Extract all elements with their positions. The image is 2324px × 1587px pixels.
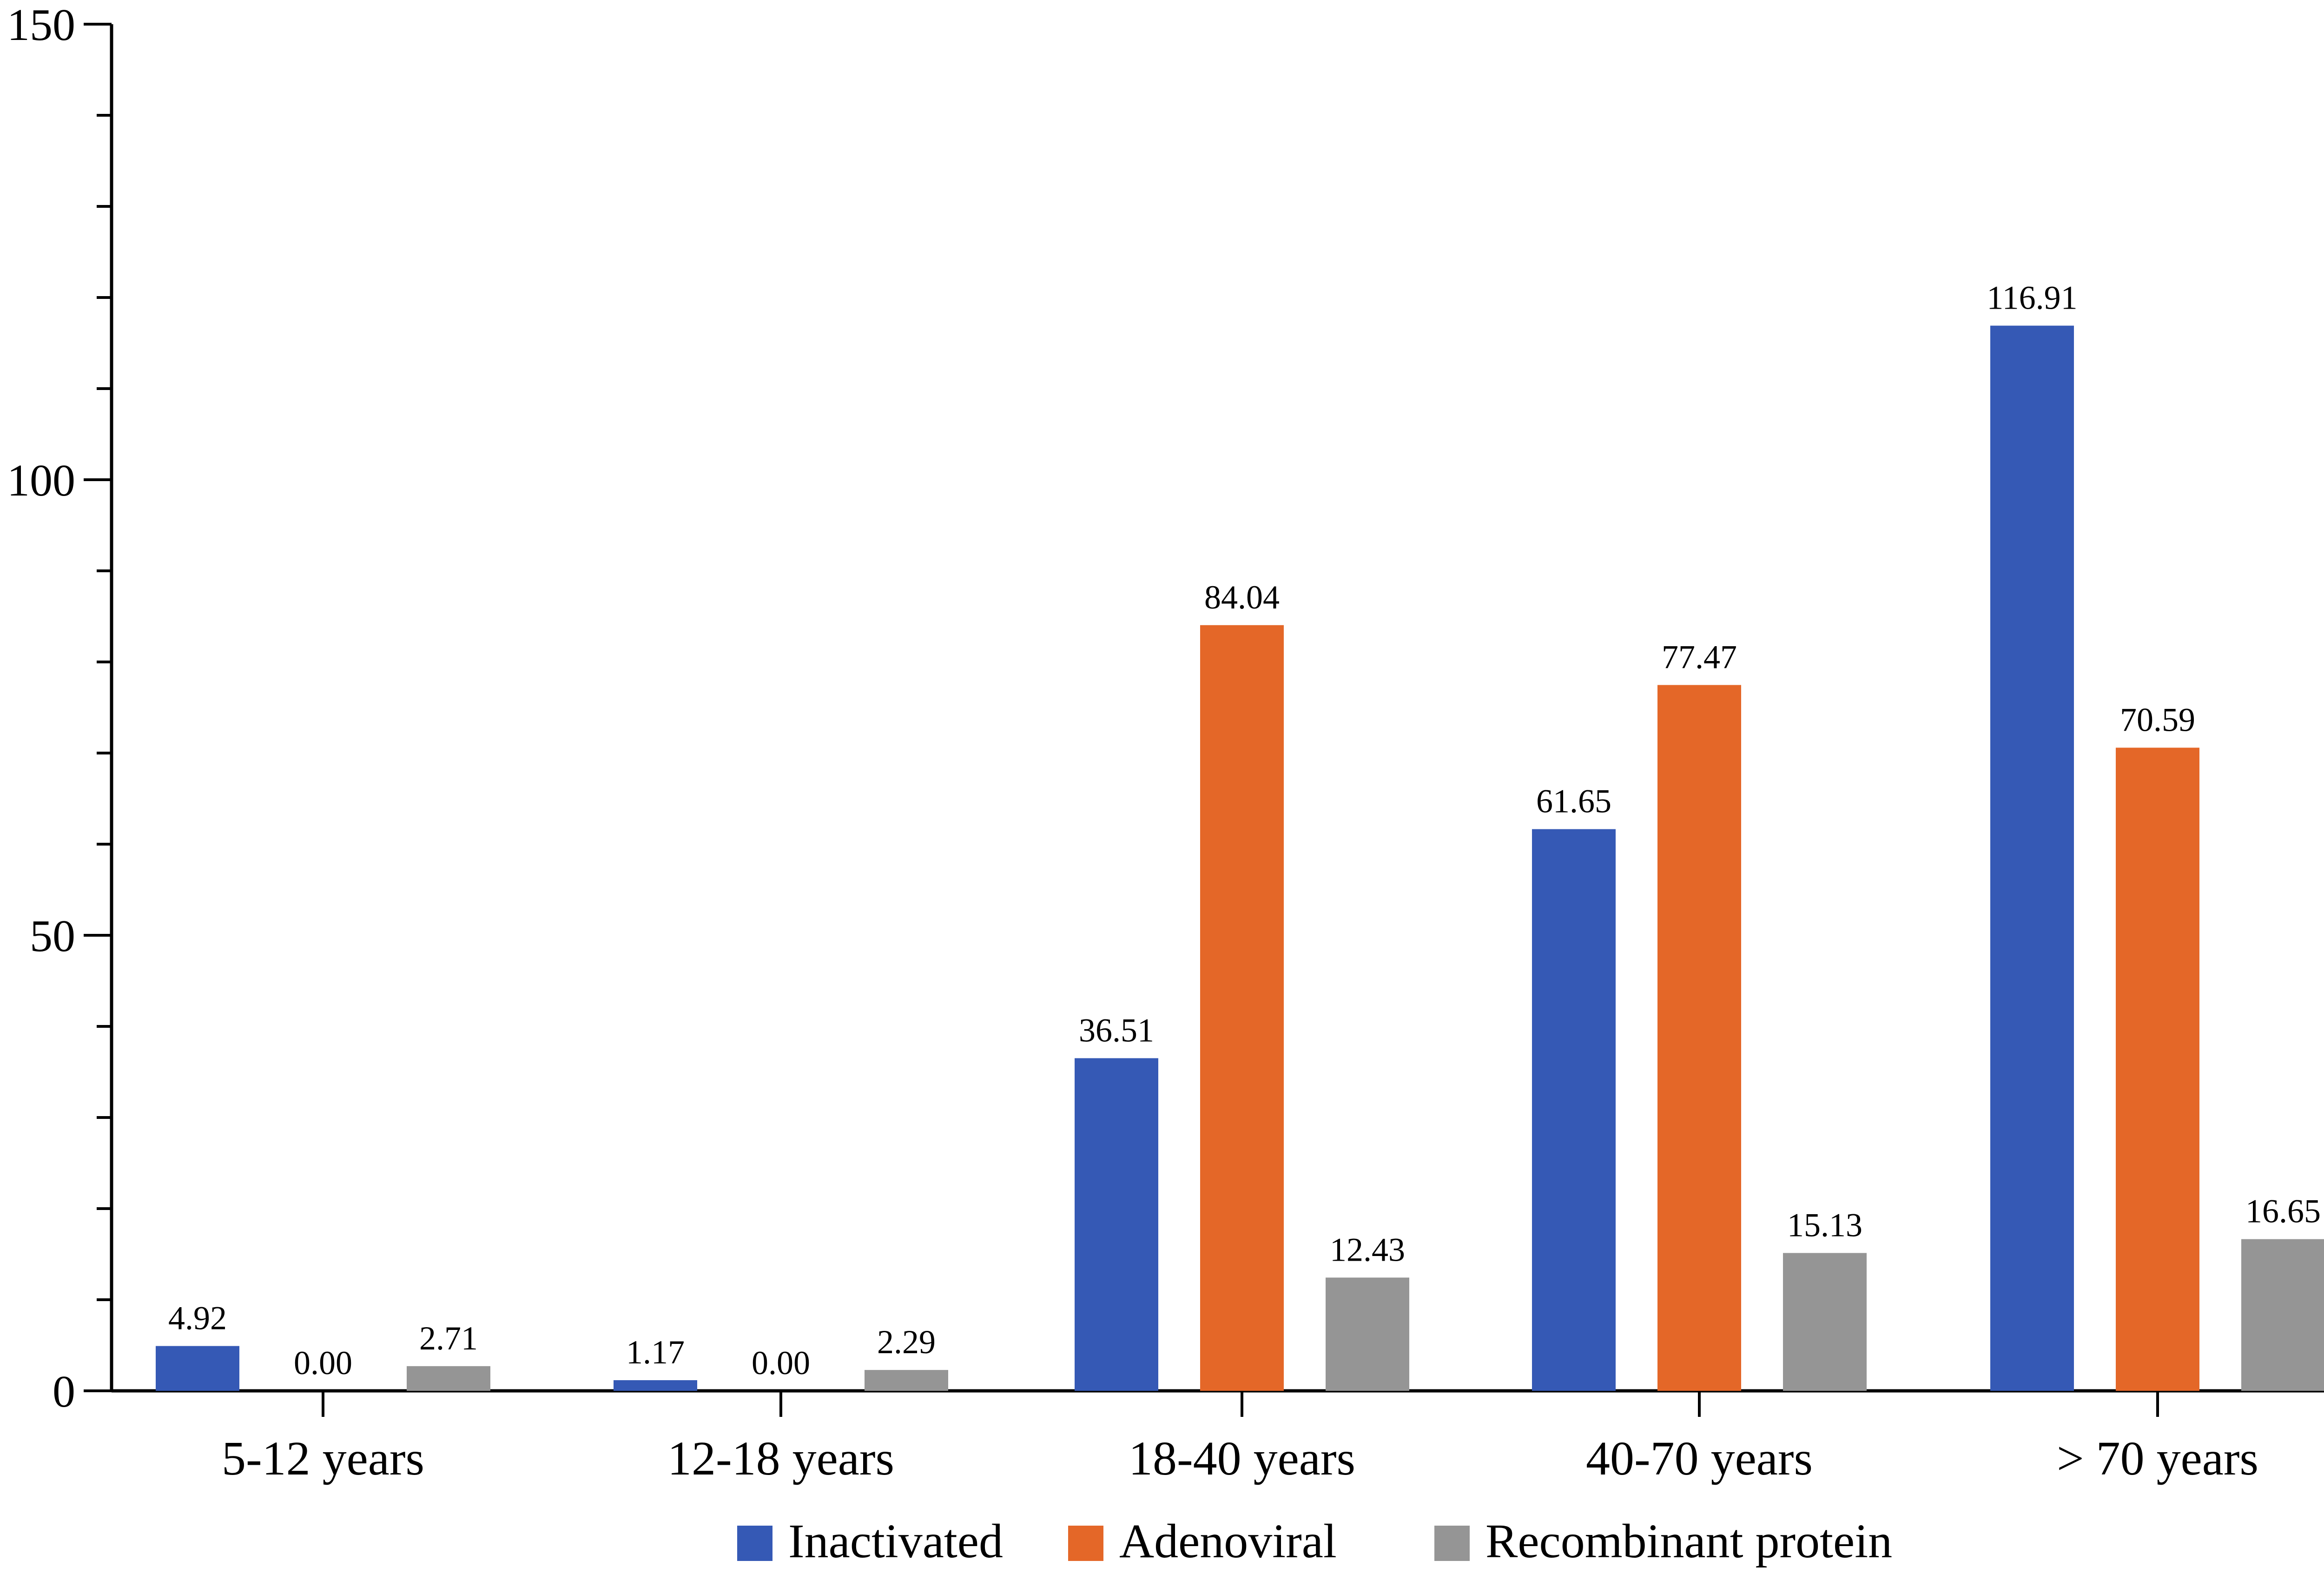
bar-value-label: 16.65	[2245, 1193, 2321, 1230]
x-category-label: 18-40 years	[1129, 1432, 1355, 1485]
bar	[1532, 829, 1616, 1391]
bar	[407, 1366, 490, 1391]
legend-label: Adenoviral	[1119, 1514, 1337, 1568]
bar	[156, 1346, 239, 1391]
bar	[2241, 1239, 2324, 1391]
bar-value-label: 70.59	[2120, 701, 2195, 738]
bars	[156, 325, 2324, 1391]
bar-value-label: 12.43	[1330, 1231, 1405, 1268]
axes: 0 50 100 150 5-12 years 12-18 years 18-40 year…	[7, 0, 2324, 1485]
bar-value-label: 36.51	[1079, 1012, 1154, 1049]
legend: Inactivated Adenoviral Recombinant protein	[737, 1514, 1892, 1568]
bar-value-label: 2.29	[877, 1323, 936, 1361]
bar-value-label: 77.47	[1662, 639, 1737, 676]
bar	[614, 1380, 697, 1391]
data-labels: 4.92 0.00 2.71 1.17 0.00 2.29 36.51 84.04 12.43 6…	[168, 279, 2321, 1382]
y-tick-label: 50	[30, 911, 75, 961]
x-category-label: 5-12 years	[222, 1432, 424, 1485]
bar-value-label: 116.91	[1987, 279, 2077, 317]
y-tick-label: 150	[7, 0, 75, 50]
bar-value-label: 0.00	[752, 1344, 810, 1382]
bar-value-label: 1.17	[626, 1334, 685, 1371]
legend-swatch	[737, 1526, 772, 1561]
x-category-label: > 70 years	[2057, 1432, 2258, 1485]
bar-value-label: 0.00	[294, 1344, 352, 1382]
legend-swatch	[1434, 1526, 1470, 1561]
bar-value-label: 15.13	[1787, 1206, 1862, 1243]
bar	[2116, 747, 2199, 1391]
bar-value-label: 2.71	[419, 1320, 478, 1357]
legend-swatch	[1068, 1526, 1103, 1561]
bar-value-label: 4.92	[168, 1300, 227, 1337]
bar	[1200, 625, 1284, 1391]
legend-label: Inactivated	[788, 1514, 1003, 1568]
bar	[865, 1370, 948, 1391]
y-tick-label: 100	[7, 456, 75, 506]
bar-value-label: 61.65	[1536, 783, 1611, 820]
x-category-label: 12-18 years	[667, 1432, 894, 1485]
bar	[1075, 1058, 1158, 1391]
bar	[1783, 1253, 1867, 1391]
bar	[1990, 325, 2074, 1391]
y-tick-label: 0	[53, 1367, 75, 1417]
bar	[1326, 1277, 1409, 1391]
x-category-label: 40-70 years	[1586, 1432, 1813, 1485]
bar	[1657, 685, 1741, 1391]
bar-value-label: 84.04	[1204, 579, 1280, 616]
legend-label: Recombinant protein	[1486, 1514, 1892, 1568]
